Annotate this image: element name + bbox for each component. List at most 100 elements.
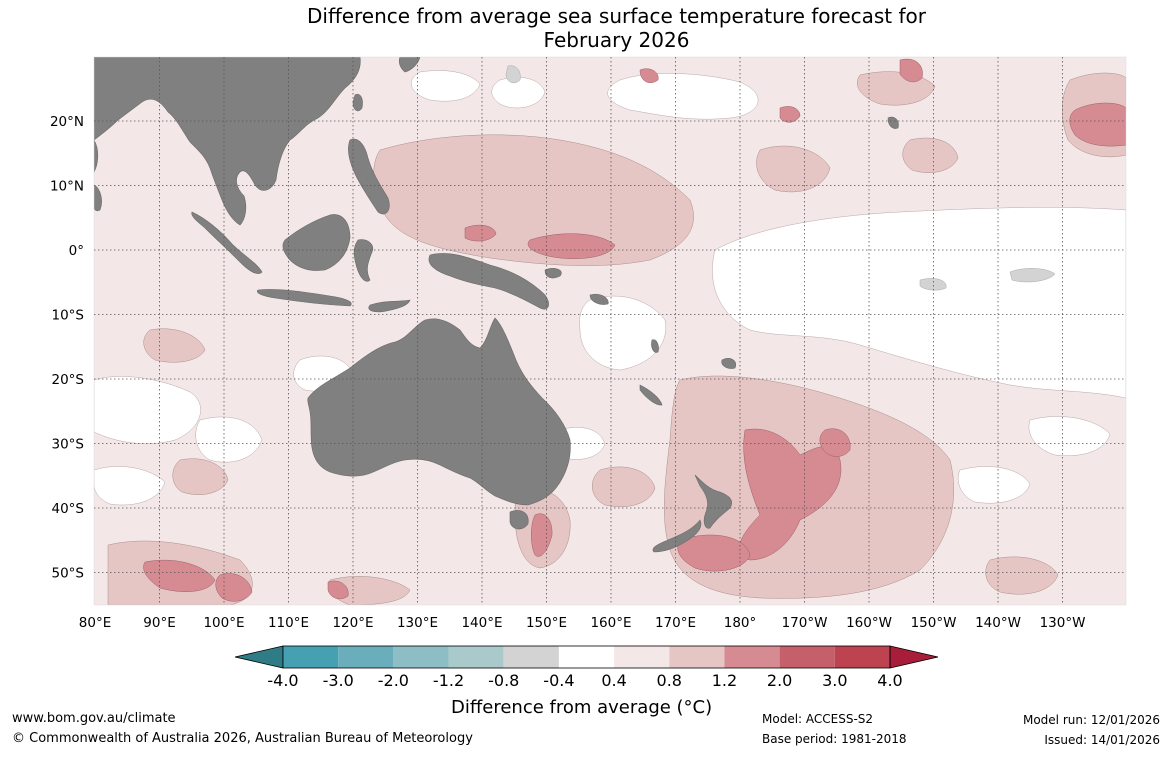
cool-anomaly-region	[505, 65, 521, 84]
land-vanuatu	[651, 339, 659, 353]
near-normal-region	[1028, 416, 1111, 456]
cool-anomaly-regions	[505, 65, 1056, 291]
land-taiwan	[352, 93, 363, 112]
latitude-label: 10°N	[50, 179, 84, 195]
cool-anomaly-region	[919, 278, 947, 291]
website-text: www.bom.gov.au/climate	[12, 711, 176, 726]
colorbar-bin	[283, 646, 339, 668]
land-philippines	[348, 138, 390, 215]
map-area	[94, 57, 1126, 605]
latitude-labels: 20°N 10°N 0° 10°S 20°S 30°S 40°S 50°S	[50, 114, 84, 582]
land-new-caledonia	[639, 384, 663, 406]
land-sumatra	[191, 211, 263, 274]
map-title-line1: Difference from average sea surface temp…	[306, 4, 926, 28]
colorbar-tick-label: 3.0	[822, 671, 847, 690]
near-normal-region	[94, 376, 201, 444]
anomaly-region	[592, 466, 656, 508]
colorbar-tick-label: 4.0	[877, 671, 902, 690]
anomaly-region	[756, 145, 831, 193]
anomaly-region	[1069, 102, 1126, 147]
colorbar-max-arrow	[889, 645, 939, 669]
anomaly-region	[902, 137, 959, 173]
longitude-label: 160°W	[846, 615, 892, 631]
latitude-label: 0°	[69, 243, 84, 259]
anomaly-region	[215, 573, 253, 602]
land-japan	[398, 57, 421, 73]
colorbar: -4.0 -3.0 -2.0 -1.2 -0.8 -0.4 0.4 0.8 1.2 2.0 3.0 4…	[234, 645, 939, 690]
colorbar-bin	[393, 646, 449, 668]
colorbar-bin	[724, 646, 780, 668]
longitude-label: 130°W	[1040, 615, 1086, 631]
longitude-label: 120°E	[332, 615, 373, 631]
land-new-guinea	[428, 253, 549, 310]
land-timor	[368, 299, 411, 313]
colorbar-tick-label: -3.0	[323, 671, 354, 690]
land-fiji	[721, 358, 736, 369]
longitude-label: 140°W	[975, 615, 1021, 631]
longitude-label: 170°E	[655, 615, 696, 631]
land-java	[257, 289, 352, 307]
colorbar-tick-label: 2.0	[767, 671, 792, 690]
issued-text: Issued: 14/01/2026	[1044, 733, 1160, 747]
land-nz-north	[694, 474, 732, 529]
colorbar-bin	[558, 646, 615, 668]
longitude-label: 170°W	[782, 615, 828, 631]
longitude-label: 130°E	[397, 615, 438, 631]
anomaly-region	[327, 580, 349, 600]
colorbar-bin	[669, 646, 725, 668]
colorbar-min-arrow	[234, 645, 284, 669]
colorbar-tick-label: -1.2	[433, 671, 464, 690]
land-masses	[94, 57, 899, 553]
map-title: Difference from average sea surface temp…	[0, 4, 1173, 52]
colorbar-tick-label: 0.8	[657, 671, 682, 690]
longitude-labels: 80°E 90°E 100°E 110°E 120°E 130°E 140°E 150°E 16…	[79, 615, 1086, 631]
near-normal-regions	[94, 70, 1126, 506]
latitude-label: 30°S	[52, 437, 85, 453]
near-normal-region	[94, 466, 166, 506]
anomaly-region	[527, 233, 616, 259]
colorbar-bin	[779, 646, 835, 668]
longitude-label: 80°E	[79, 615, 111, 631]
anomaly-region	[172, 458, 229, 495]
colorbar-tick-label: 0.4	[601, 671, 626, 690]
colorbar-tick-label: -0.8	[488, 671, 519, 690]
near-normal-region	[712, 207, 1126, 399]
anomaly-region	[899, 58, 923, 83]
longitude-label: 150°W	[911, 615, 957, 631]
colorbar-bin	[614, 646, 670, 668]
colorbar-tick-label: -0.4	[543, 671, 574, 690]
land-nz-south	[652, 519, 702, 553]
longitude-label: 160°E	[590, 615, 631, 631]
model-run-text: Model run: 12/01/2026	[1022, 713, 1160, 727]
latitude-label: 20°S	[52, 372, 85, 388]
land-hawaii	[887, 116, 899, 129]
model-text: Model: ACCESS-S2	[762, 712, 874, 726]
anomaly-region	[739, 428, 842, 561]
longitude-label: 90°E	[143, 615, 175, 631]
anomaly-region	[143, 559, 216, 592]
colorbar-bin	[834, 646, 890, 668]
colorbar-tick-label: -2.0	[378, 671, 409, 690]
longitude-label: 180°	[724, 615, 757, 631]
longitude-label: 150°E	[526, 615, 567, 631]
colorbar-bin	[503, 646, 559, 668]
near-normal-region	[607, 73, 759, 120]
anomaly-region	[373, 134, 694, 266]
anomaly-region	[464, 224, 497, 242]
land-solomons	[589, 293, 609, 305]
latitude-label: 40°S	[52, 501, 85, 517]
base-period-text: Base period: 1981-2018	[762, 732, 907, 746]
longitude-label: 110°E	[268, 615, 309, 631]
map-frame	[93, 56, 1127, 606]
land-new-britain	[544, 268, 562, 279]
colorbar-outline	[282, 645, 891, 669]
cool-anomaly-region	[1009, 268, 1056, 283]
map-title-line2: February 2026	[543, 28, 690, 52]
latitude-label: 10°S	[52, 308, 85, 324]
land-asia	[94, 57, 361, 226]
longitude-label: 100°E	[203, 615, 244, 631]
anomaly-region	[819, 428, 851, 457]
near-normal-region	[411, 70, 481, 102]
land-australia	[307, 317, 571, 506]
